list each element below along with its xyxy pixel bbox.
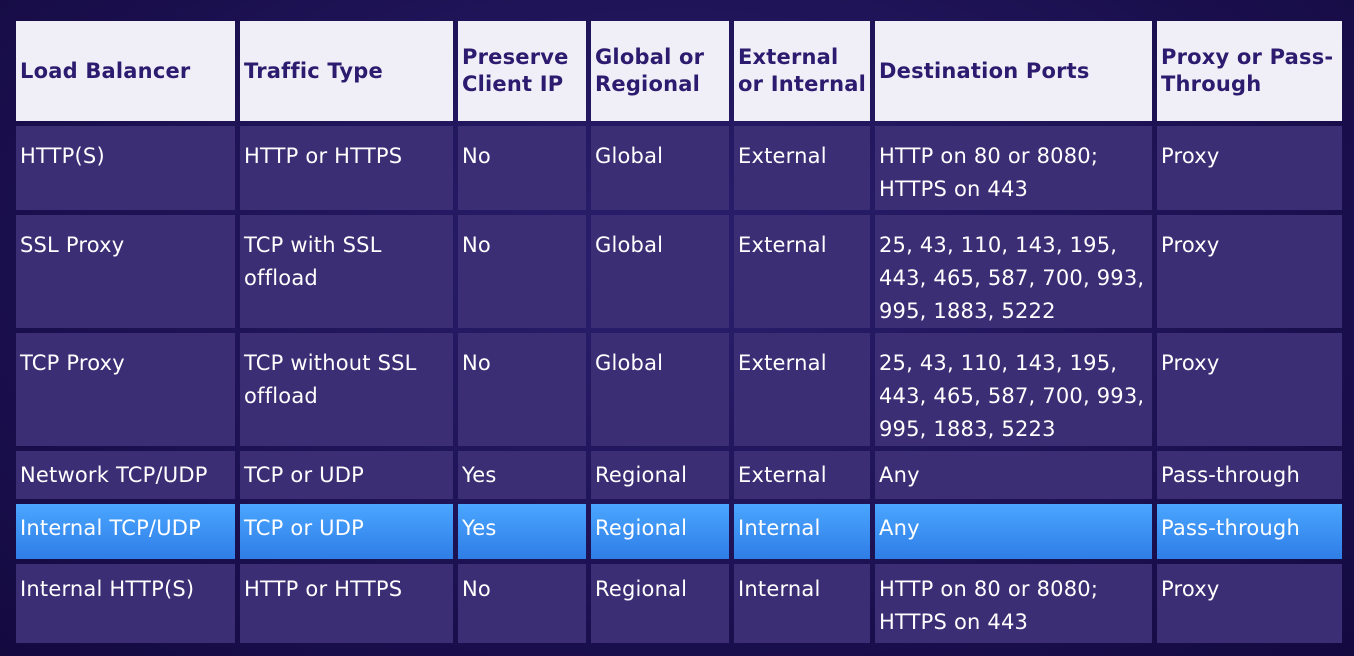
cell-global-or-regional: Global — [591, 215, 729, 328]
cell-traffic-type: HTTP or HTTPS — [240, 126, 453, 210]
cell-global-or-regional: Regional — [591, 564, 729, 643]
cell-load-balancer: Network TCP/UDP — [16, 451, 235, 499]
header-external-or-internal: External or Internal — [734, 21, 870, 121]
cell-preserve-client-ip: No — [458, 126, 586, 210]
cell-destination-ports: 25, 43, 110, 143, 195, 443, 465, 587, 70… — [875, 215, 1152, 328]
cell-external-or-internal: External — [734, 451, 870, 499]
cell-proxy-or-pass-through: Pass-through — [1157, 451, 1342, 499]
header-preserve-client-ip: Preserve Client IP — [458, 21, 586, 121]
cell-global-or-regional: Regional — [591, 451, 729, 499]
table-row: Internal HTTP(S) HTTP or HTTPS No Region… — [16, 564, 1342, 643]
cell-destination-ports: Any — [875, 504, 1152, 559]
cell-preserve-client-ip: No — [458, 333, 586, 446]
cell-external-or-internal: External — [734, 215, 870, 328]
table-row: HTTP(S) HTTP or HTTPS No Global External… — [16, 126, 1342, 210]
cell-load-balancer: Internal HTTP(S) — [16, 564, 235, 643]
cell-global-or-regional: Global — [591, 333, 729, 446]
cell-destination-ports: HTTP on 80 or 8080; HTTPS on 443 — [875, 564, 1152, 643]
cell-proxy-or-pass-through: Proxy — [1157, 333, 1342, 446]
cell-external-or-internal: Internal — [734, 504, 870, 559]
cell-preserve-client-ip: Yes — [458, 504, 586, 559]
cell-global-or-regional: Regional — [591, 504, 729, 559]
cell-traffic-type: TCP or UDP — [240, 451, 453, 499]
table-row: TCP Proxy TCP without SSL offload No Glo… — [16, 333, 1342, 446]
cell-external-or-internal: External — [734, 126, 870, 210]
cell-load-balancer: SSL Proxy — [16, 215, 235, 328]
cell-load-balancer: TCP Proxy — [16, 333, 235, 446]
header-traffic-type: Traffic Type — [240, 21, 453, 121]
header-destination-ports: Destination Ports — [875, 21, 1152, 121]
table-header-row: Load Balancer Traffic Type Preserve Clie… — [16, 21, 1342, 121]
cell-traffic-type: TCP without SSL offload — [240, 333, 453, 446]
cell-external-or-internal: External — [734, 333, 870, 446]
cell-destination-ports: HTTP on 80 or 8080; HTTPS on 443 — [875, 126, 1152, 210]
load-balancer-comparison-table: Load Balancer Traffic Type Preserve Clie… — [11, 16, 1347, 648]
cell-external-or-internal: Internal — [734, 564, 870, 643]
cell-preserve-client-ip: Yes — [458, 451, 586, 499]
cell-traffic-type: TCP or UDP — [240, 504, 453, 559]
header-load-balancer: Load Balancer — [16, 21, 235, 121]
cell-traffic-type: TCP with SSL offload — [240, 215, 453, 328]
cell-load-balancer: HTTP(S) — [16, 126, 235, 210]
cell-preserve-client-ip: No — [458, 564, 586, 643]
cell-destination-ports: Any — [875, 451, 1152, 499]
cell-load-balancer: Internal TCP/UDP — [16, 504, 235, 559]
cell-destination-ports: 25, 43, 110, 143, 195, 443, 465, 587, 70… — [875, 333, 1152, 446]
header-global-or-regional: Global or Regional — [591, 21, 729, 121]
table-row: Network TCP/UDP TCP or UDP Yes Regional … — [16, 451, 1342, 499]
cell-preserve-client-ip: No — [458, 215, 586, 328]
cell-global-or-regional: Global — [591, 126, 729, 210]
cell-proxy-or-pass-through: Proxy — [1157, 126, 1342, 210]
header-proxy-or-pass-through: Proxy or Pass-Through — [1157, 21, 1342, 121]
cell-proxy-or-pass-through: Proxy — [1157, 215, 1342, 328]
cell-traffic-type: HTTP or HTTPS — [240, 564, 453, 643]
cell-proxy-or-pass-through: Pass-through — [1157, 504, 1342, 559]
table-row-highlighted: Internal TCP/UDP TCP or UDP Yes Regional… — [16, 504, 1342, 559]
table-row: SSL Proxy TCP with SSL offload No Global… — [16, 215, 1342, 328]
cell-proxy-or-pass-through: Proxy — [1157, 564, 1342, 643]
